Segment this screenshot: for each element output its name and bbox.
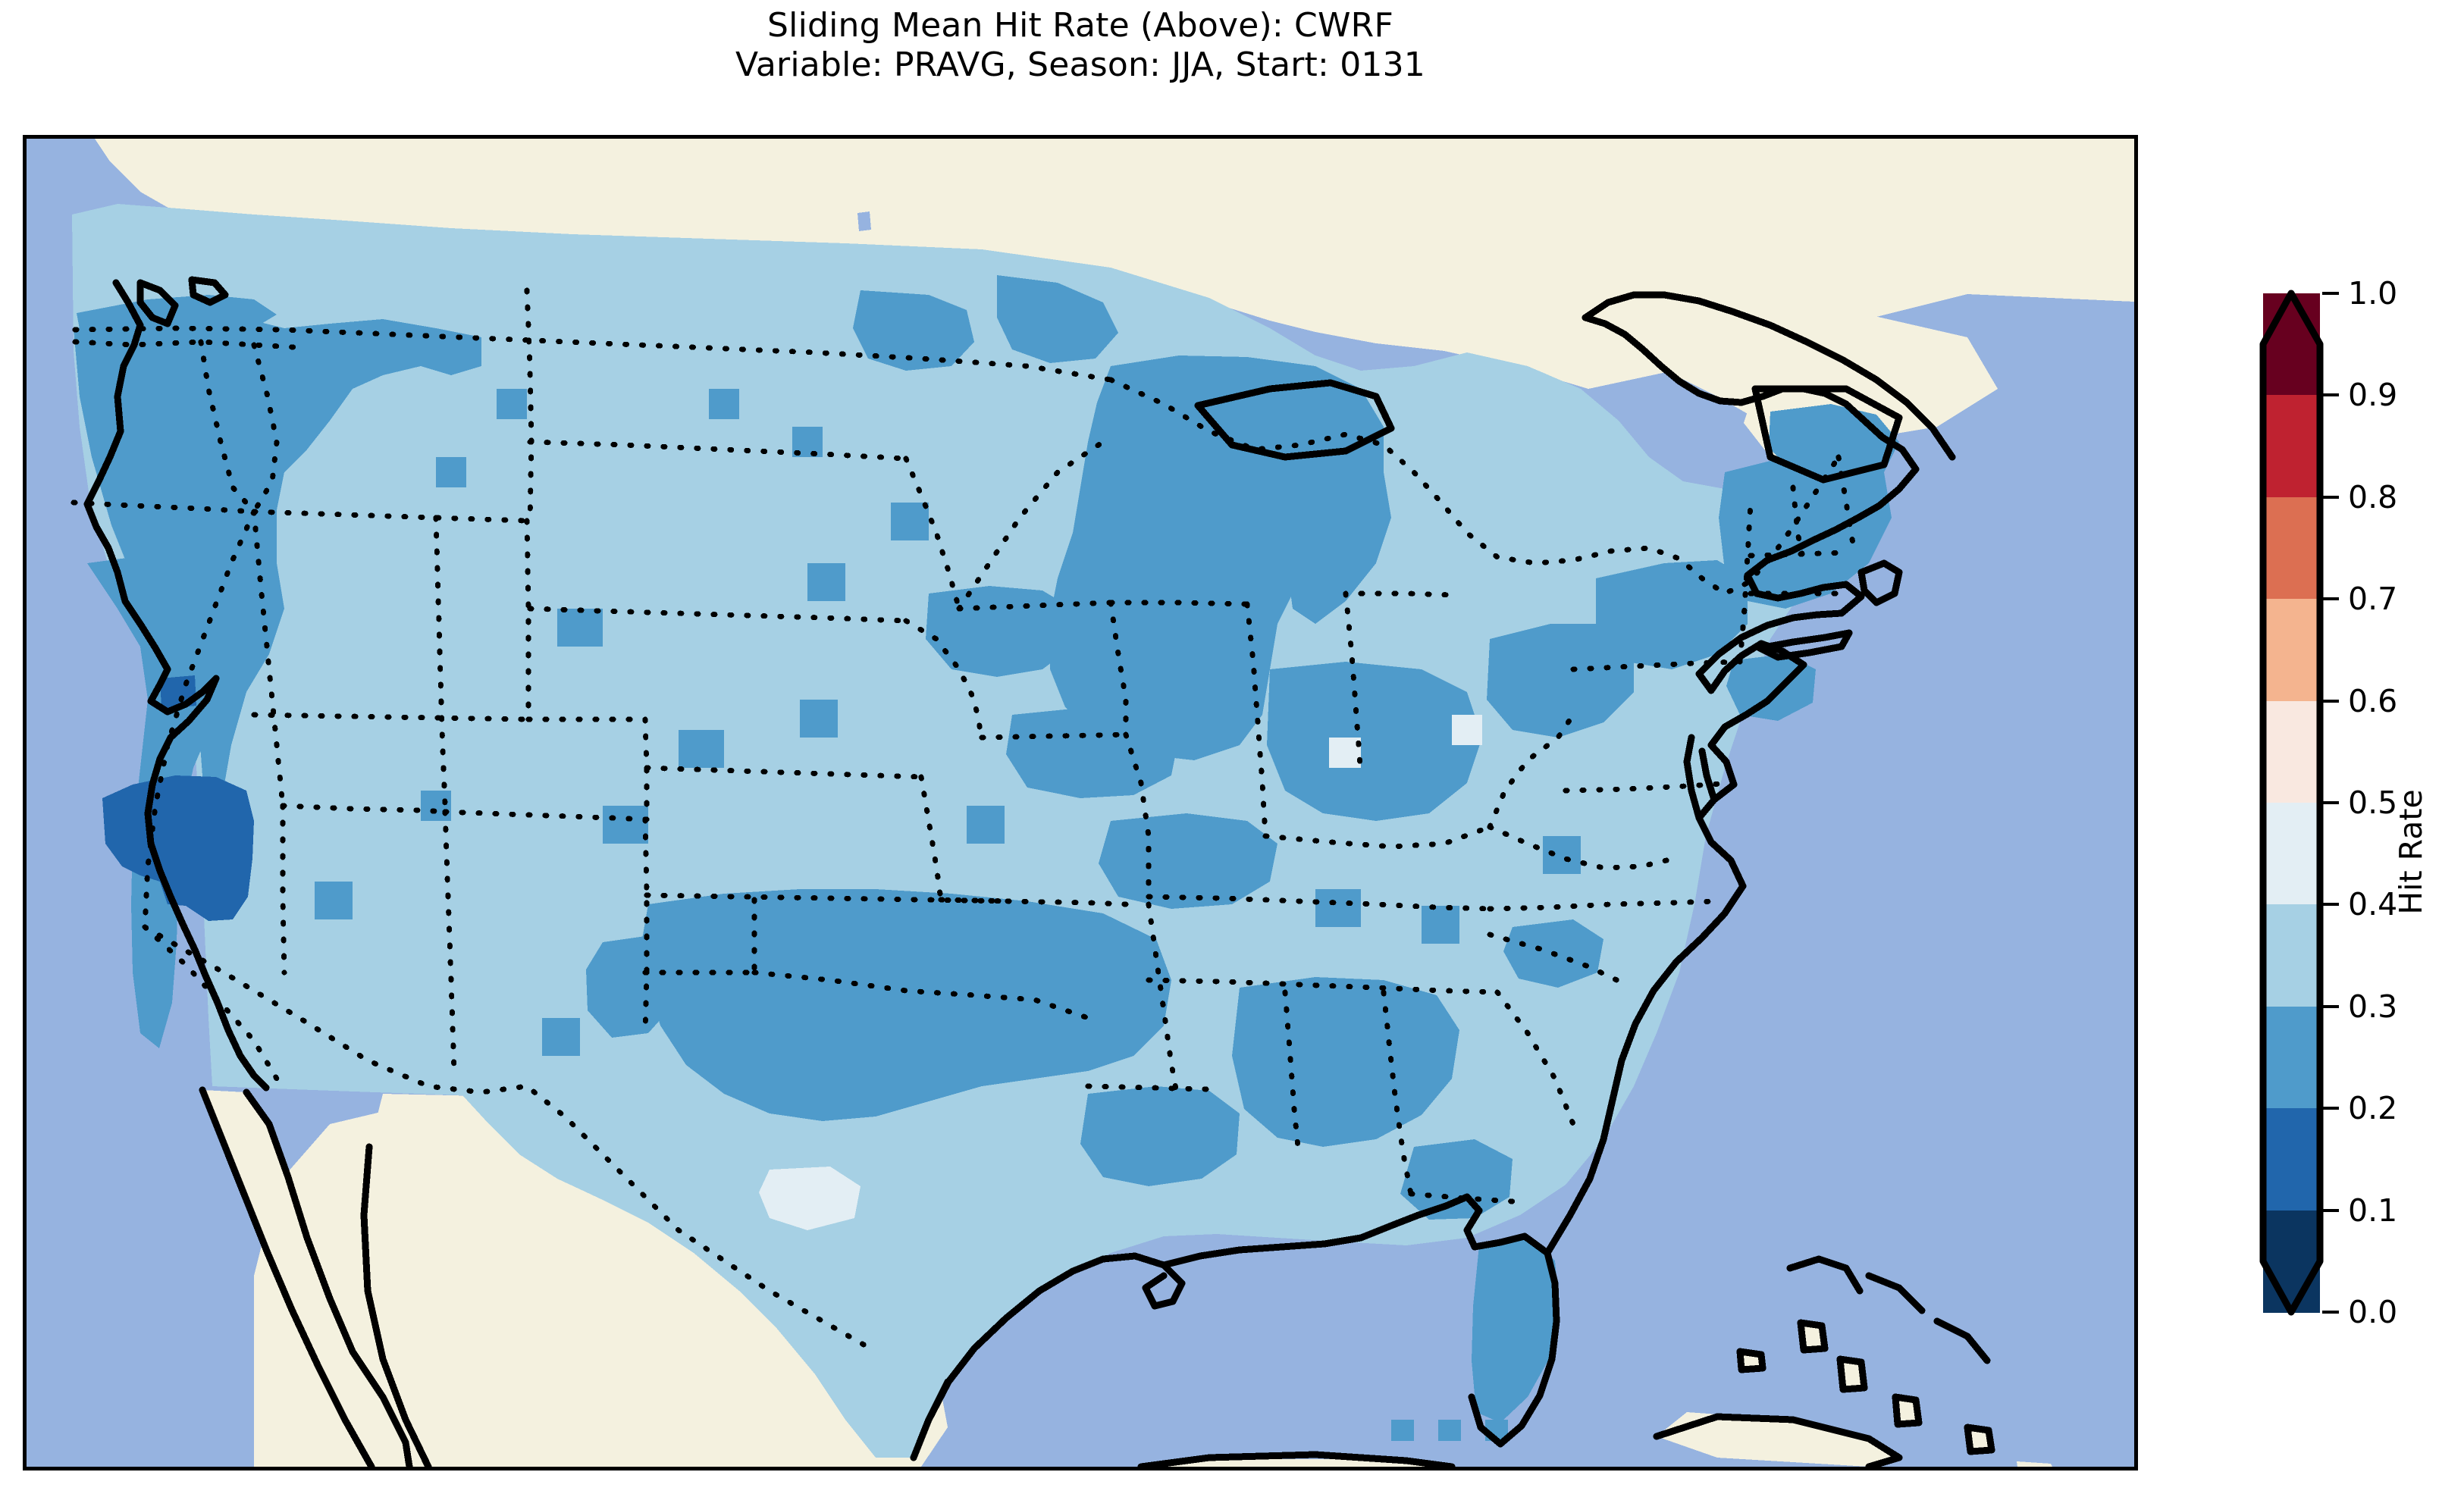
colorbar-band-9 [2263, 1210, 2320, 1313]
colorbar-tick-label: 0.5 [2348, 785, 2398, 821]
colorbar-tick [2322, 597, 2339, 601]
page-title: Sliding Mean Hit Rate (Above): CWRF Vari… [0, 6, 2161, 85]
colorbar-tick [2322, 699, 2339, 703]
colorbar-band-1 [2263, 395, 2320, 498]
colorbar-tick-label: 0.4 [2348, 886, 2398, 923]
colorbar-band-2 [2263, 496, 2320, 600]
colorbar-tick [2322, 292, 2339, 295]
colorbar-tick [2322, 801, 2339, 804]
foreign-land-layer [95, 139, 2134, 1467]
colorbar-tick [2322, 393, 2339, 397]
colorbar-band-0 [2263, 293, 2320, 396]
colorbar-axis-label: Hit Rate [2393, 789, 2429, 915]
map-canvas [27, 139, 2134, 1467]
colorbar-band-5 [2263, 803, 2320, 905]
colorbar-tick [2322, 903, 2339, 907]
colorbar-band-8 [2263, 1108, 2320, 1211]
colorbar-tick-label: 0.0 [2348, 1294, 2398, 1330]
state-borders-layer [71, 287, 1857, 1355]
colorbar-tick-label: 0.9 [2348, 377, 2398, 414]
hitrate-grid-0p4-0p5 [759, 715, 1482, 1230]
colorbar-tick-label: 0.1 [2348, 1192, 2398, 1229]
colorbar-tick-label: 1.0 [2348, 275, 2398, 312]
colorbar-tick-label: 0.6 [2348, 682, 2398, 719]
colorbar-tick-label: 0.3 [2348, 988, 2398, 1025]
colorbar: 1.0 0.9 0.8 0.7 0.6 0.5 0.4 0.3 0.2 0.1 0.0 Hit Ra… [2256, 243, 2464, 1425]
colorbar-band-3 [2263, 599, 2320, 702]
colorbar-band-6 [2263, 904, 2320, 1007]
colorbar-band-4 [2263, 700, 2320, 803]
map-panel [23, 135, 2138, 1471]
colorbar-tick-label: 0.7 [2348, 581, 2398, 618]
colorbar-tick [2322, 1107, 2339, 1110]
title-line-2: Variable: PRAVG, Season: JJA, Start: 013… [735, 45, 1425, 84]
colorbar-tick [2322, 1208, 2339, 1212]
coastline-layer [83, 276, 1995, 1467]
colorbar-tick-label: 0.2 [2348, 1090, 2398, 1127]
colorbar-tick-label: 0.8 [2348, 478, 2398, 515]
colorbar-band-7 [2263, 1006, 2320, 1109]
colorbar-tick [2322, 495, 2339, 499]
colorbar-tick [2322, 1004, 2339, 1008]
colorbar-tick [2322, 1311, 2339, 1314]
colorbar-gradient [2263, 293, 2320, 1313]
title-line-1: Sliding Mean Hit Rate (Above): CWRF [767, 6, 1393, 45]
